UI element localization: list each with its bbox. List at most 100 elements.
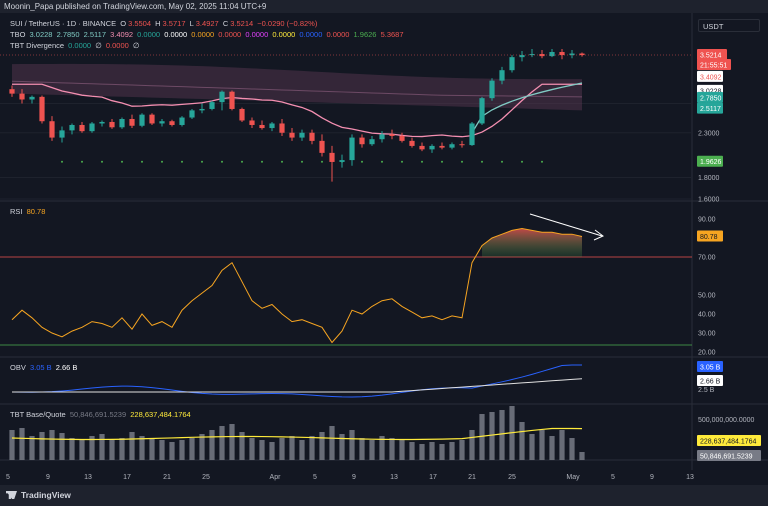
candle-body	[419, 145, 425, 150]
rsi-tick-label: 40.00	[698, 312, 716, 319]
candle-body	[289, 132, 295, 138]
tbo-level-tag-5: 1.9626	[700, 159, 722, 166]
tbt-volume-bar	[229, 424, 235, 460]
time-tick-label: 25	[508, 474, 516, 481]
candle-body	[49, 121, 55, 138]
tbt-volume-bar	[389, 438, 395, 460]
countdown-tag: 21:55:51	[700, 63, 727, 70]
candle-body	[539, 54, 545, 57]
support-dot	[61, 160, 63, 163]
tbt-volume-bar	[569, 438, 575, 460]
support-dot	[241, 160, 243, 163]
tradingview-logo-icon	[6, 491, 17, 499]
tbt-volume-bar	[9, 430, 15, 460]
countdown-tag-bg	[697, 59, 731, 70]
tbo-level-tag-4: 2.5117	[700, 106, 721, 113]
candle-body	[529, 54, 535, 56]
tbt-volume-bar	[329, 426, 335, 460]
tbt-volume-bar	[149, 438, 155, 460]
pink-ma-line	[12, 83, 582, 138]
tbt-volume-bar	[199, 434, 205, 460]
symbol-label: SUI / TetherUS · 1D · BINANCE	[10, 19, 117, 28]
candle-body	[319, 140, 325, 153]
obv-tick-label: 2.5 B	[698, 387, 715, 394]
tbo-cloud-line	[11, 80, 583, 98]
tbt-quote-line	[11, 427, 583, 441]
rsi-tick-label: 50.00	[698, 293, 716, 300]
tbt-volume-bar	[529, 434, 535, 460]
candle-body	[409, 140, 415, 146]
candle-body	[579, 53, 585, 56]
tbt-divergence-legend: TBT Divergence 0.0000 ∅ 0.0000 ∅	[10, 41, 140, 50]
support-dot	[521, 160, 523, 163]
tbt-volume-bar	[289, 436, 295, 460]
price-tick-label: 2.3000	[698, 130, 720, 137]
support-dot	[81, 160, 83, 163]
close-value: 3.5214	[230, 19, 254, 28]
support-dot	[421, 160, 423, 163]
divergence-arrow-line	[529, 213, 603, 237]
candle-body	[209, 102, 215, 109]
tbo-level-tag-5-bg	[697, 155, 723, 167]
candle-body	[309, 132, 315, 141]
tbo-level-tag-4-bg	[697, 102, 723, 114]
tbt-volume-bar	[369, 440, 375, 460]
price-tick-label: 1.8000	[698, 175, 720, 182]
tbt-base-tag: 50,846,691.5239	[700, 454, 753, 461]
time-tick-label: 13	[686, 474, 694, 481]
candle-body	[119, 118, 125, 128]
candle-body	[549, 51, 555, 57]
tbo-level-tag-3-bg	[697, 91, 723, 103]
tbt-quote-tag-bg	[697, 435, 761, 446]
time-tick-label: 17	[123, 474, 131, 481]
obv-value-tag-bg	[697, 361, 723, 372]
candle-body	[479, 98, 485, 124]
candle-body	[449, 144, 455, 148]
rsi-value-tag: 80.78	[700, 234, 718, 241]
support-dot	[361, 160, 363, 163]
tbt-volume-bar	[69, 438, 75, 460]
tbt-volume-bar	[189, 438, 195, 460]
rsi-legend: RSI 80.78	[10, 207, 46, 216]
support-dot	[101, 160, 103, 163]
candle-body	[269, 123, 275, 129]
candle-body	[39, 96, 45, 122]
time-tick-label: 5	[6, 474, 10, 481]
support-dot	[221, 160, 223, 163]
candle-body	[399, 135, 405, 141]
tbt-volume-bar	[49, 430, 55, 460]
candle-body	[499, 70, 505, 81]
time-tick-label: Apr	[270, 474, 282, 481]
rsi-tick-label: 70.00	[698, 255, 716, 262]
tbo-label: TBO	[10, 30, 26, 39]
rsi-tick-label: 20.00	[698, 350, 716, 357]
support-dot	[501, 160, 503, 163]
candle-body	[509, 57, 515, 71]
tbt-base-tag-bg	[697, 450, 761, 461]
tbt-volume-bar	[379, 436, 385, 460]
price-tick-label: 1.6000	[698, 197, 720, 204]
tbt-volume-bar	[479, 414, 485, 460]
currency-selector[interactable]: USDT	[698, 19, 760, 32]
candle-body	[59, 130, 65, 138]
change-value: −0.0290 (−0.82%)	[257, 19, 318, 28]
footer-bar	[0, 485, 768, 506]
axes: 2.70002.30001.80001.60003.521421:55:513.…	[6, 49, 761, 481]
time-tick-label: 25	[202, 474, 210, 481]
candle-body	[469, 123, 475, 146]
obv-ma-tag: 2.66 B	[700, 379, 721, 386]
tbt-volume-bar	[89, 436, 95, 460]
support-dot	[461, 160, 463, 163]
tbt-volume-bar	[129, 432, 135, 460]
support-dot	[481, 160, 483, 163]
tradingview-logo[interactable]: TradingView	[6, 489, 71, 501]
candle-body	[219, 91, 225, 103]
tbt-volume-bar	[399, 440, 405, 460]
tbt-volume-bar	[579, 452, 585, 460]
candle-body	[169, 121, 175, 125]
tbt-volume-bar	[29, 436, 35, 460]
candle-body	[109, 121, 115, 128]
tbt-volume-bar	[109, 440, 115, 460]
time-tick-label: 5	[313, 474, 317, 481]
